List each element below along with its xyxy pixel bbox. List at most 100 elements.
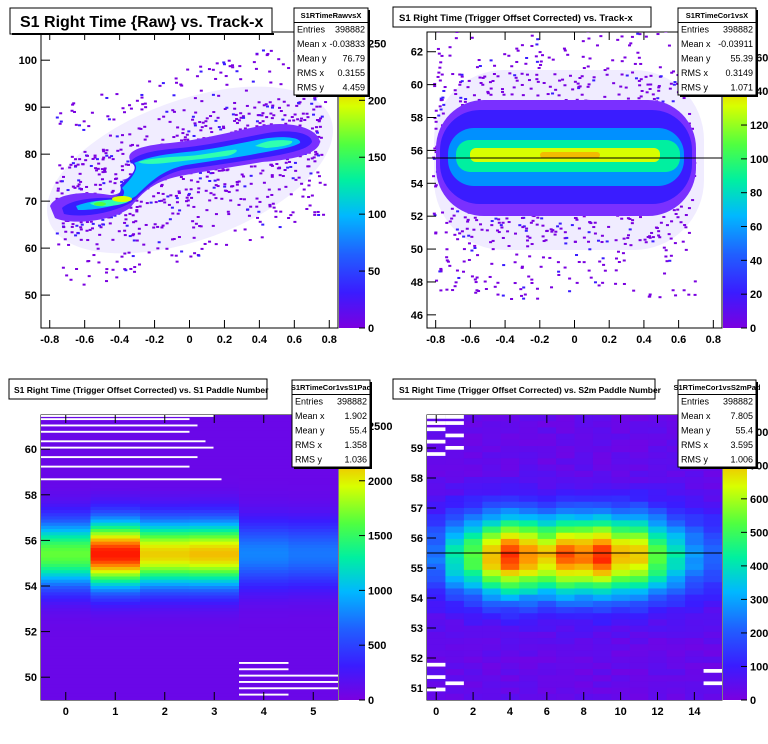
bin (189, 541, 240, 546)
empty-bin (427, 452, 446, 456)
bin (196, 191, 200, 194)
bin (291, 211, 295, 214)
stats-value: 1.071 (730, 83, 753, 93)
bin (648, 538, 668, 546)
stats-value: 3.595 (730, 440, 753, 450)
bin (592, 619, 612, 627)
bin (239, 449, 289, 454)
bin (189, 677, 240, 682)
bin (41, 513, 91, 517)
bin (556, 662, 575, 670)
bin (175, 81, 179, 84)
bin (227, 190, 231, 193)
bin (644, 75, 648, 78)
bin (445, 452, 465, 459)
bin (161, 192, 165, 195)
bin (574, 638, 594, 645)
z-tick-label: 400 (750, 561, 768, 573)
bin (611, 501, 631, 509)
bin (561, 78, 565, 81)
bin (556, 650, 575, 658)
bin (239, 589, 289, 593)
bin (669, 82, 673, 85)
bin (231, 113, 235, 116)
bin (556, 495, 575, 503)
bin (530, 281, 534, 284)
bin (666, 445, 686, 453)
bin (703, 514, 722, 521)
bin (541, 224, 545, 227)
bin (648, 619, 668, 627)
bin (666, 619, 686, 627)
bin (90, 646, 141, 650)
bin (223, 183, 227, 186)
bin (500, 638, 520, 645)
bin (239, 529, 289, 533)
x-tick-label: 4 (507, 706, 514, 718)
bin (217, 126, 221, 129)
bin (556, 638, 575, 645)
bin (519, 514, 539, 521)
bin (41, 677, 91, 682)
bin (189, 576, 240, 581)
bin (235, 189, 239, 192)
heatmap-body (427, 32, 722, 300)
bin (639, 62, 643, 65)
bin (85, 221, 89, 224)
bin (556, 470, 575, 478)
bin (556, 489, 575, 497)
bin (247, 214, 251, 217)
bin (189, 484, 240, 489)
bin (261, 112, 265, 115)
bin (666, 526, 686, 534)
x-tick-label: 0.6 (671, 334, 686, 346)
bin (41, 427, 91, 432)
bin (589, 276, 593, 279)
bin (473, 244, 477, 247)
bin (110, 216, 114, 219)
bin (317, 135, 321, 138)
bin (251, 80, 255, 83)
bin (221, 125, 225, 128)
bin (293, 161, 297, 164)
bin (160, 199, 164, 202)
bin (125, 224, 129, 227)
bin (503, 53, 507, 56)
bin (189, 494, 240, 498)
bin (180, 139, 184, 142)
bin (288, 478, 338, 482)
bin (239, 491, 289, 495)
bin (703, 619, 722, 627)
bin (648, 495, 668, 503)
bin (629, 514, 649, 521)
bin (482, 557, 502, 565)
bin (629, 501, 649, 509)
bin (611, 650, 631, 658)
bin (222, 127, 226, 130)
bin (140, 570, 190, 574)
bin (454, 37, 458, 40)
bin (587, 240, 591, 243)
bin (623, 242, 627, 245)
bin (519, 557, 539, 565)
bin (314, 150, 318, 153)
empty-bin (41, 456, 198, 459)
bin (603, 95, 607, 98)
stats-label: Mean x (681, 39, 711, 49)
bin (140, 535, 190, 539)
bin (153, 223, 157, 226)
bin (671, 289, 675, 292)
bin (592, 576, 612, 583)
bin (312, 156, 316, 159)
bin (666, 501, 686, 509)
bin (289, 193, 293, 196)
bin (288, 601, 338, 606)
bin (551, 92, 555, 95)
bin (666, 464, 686, 472)
bin (592, 545, 612, 552)
bin (563, 266, 567, 269)
bin (500, 551, 520, 558)
bin (90, 579, 141, 584)
bin (432, 212, 436, 215)
bin (90, 649, 141, 653)
